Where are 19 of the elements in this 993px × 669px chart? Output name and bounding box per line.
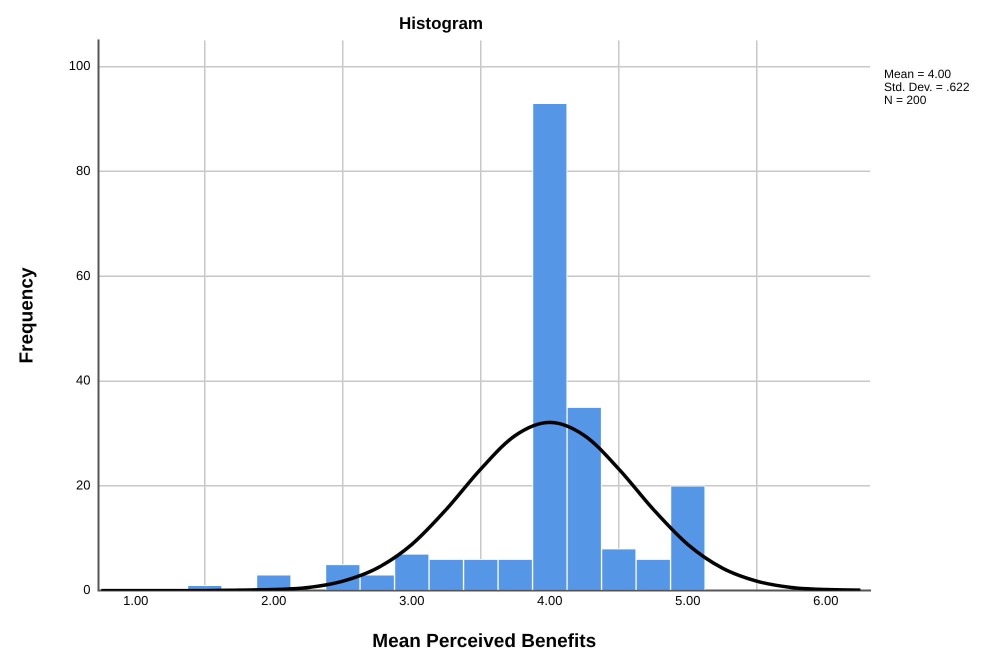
x-tick-label: 6.00 <box>813 592 838 608</box>
x-tick-label: 2.00 <box>261 592 286 608</box>
text: Mean = 4.00 <box>884 67 952 81</box>
x-tick-label: 3.00 <box>399 592 424 608</box>
text: Std. Dev. = .622 <box>884 80 970 94</box>
line-series <box>100 420 862 591</box>
x-tick-label: 5.00 <box>675 592 700 608</box>
y-axis-title: Frequency <box>16 267 38 364</box>
y-tick-label: 60 <box>76 268 90 283</box>
x-axis-title: Mean Perceived Benefits <box>372 630 596 652</box>
y-tick-label: 0 <box>83 582 90 598</box>
y-tick-label: 40 <box>76 372 90 388</box>
y-tick-label: 80 <box>76 162 90 178</box>
y-tick-label: 100 <box>68 58 90 74</box>
x-tick-label: 4.00 <box>537 592 562 608</box>
x-tick-label: 1.00 <box>123 592 148 608</box>
text: N = 200 <box>884 93 928 107</box>
chart-title: Histogram <box>398 14 484 33</box>
y-tick-label: 20 <box>76 477 90 492</box>
